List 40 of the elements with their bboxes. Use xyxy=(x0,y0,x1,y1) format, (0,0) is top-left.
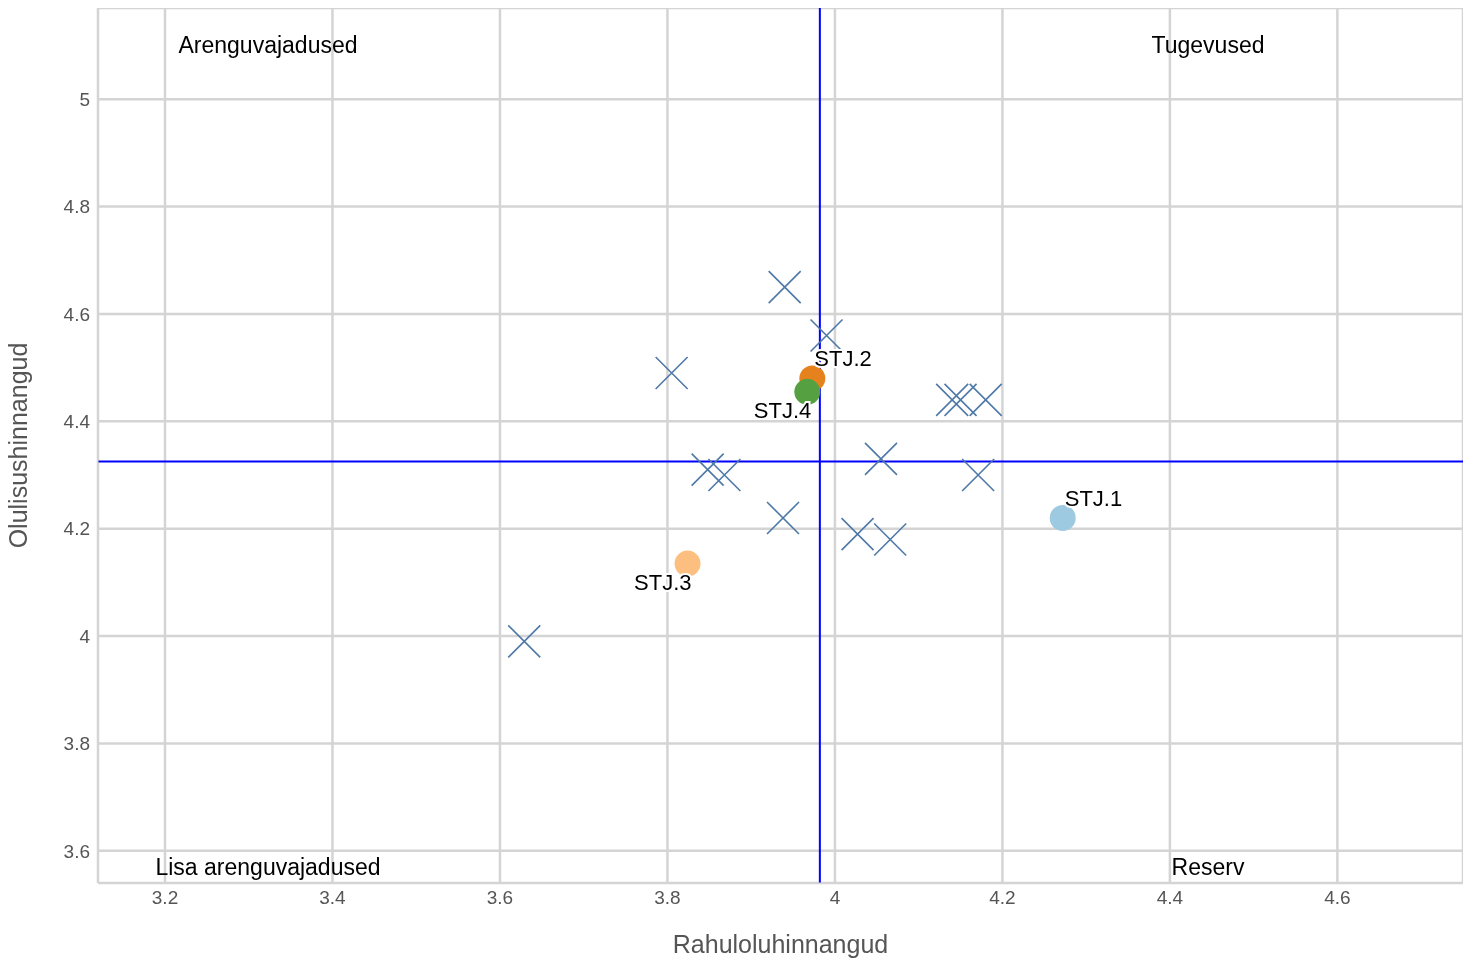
series-label: STJ.4 xyxy=(753,397,812,423)
point xyxy=(794,378,821,405)
series-label: STJ.1 xyxy=(1064,485,1123,511)
point xyxy=(767,270,802,304)
x-tick-label: 4.6 xyxy=(1324,887,1351,909)
x-tick-label: 3.6 xyxy=(486,887,514,909)
y-tick-label: 3.8 xyxy=(63,733,90,755)
series-label: STJ.3 xyxy=(634,569,692,595)
annotation: Arenguvajadused xyxy=(177,32,359,59)
y-tick-label: 4.8 xyxy=(63,196,90,218)
point xyxy=(943,383,978,417)
point xyxy=(864,442,898,476)
point xyxy=(840,517,875,551)
point xyxy=(690,452,725,487)
point xyxy=(961,458,995,492)
point xyxy=(507,624,542,659)
y-tick-label: 4.2 xyxy=(63,518,90,540)
annotation: Tugevused xyxy=(1150,32,1266,59)
x-tick-label: 4.2 xyxy=(989,887,1016,909)
annotation: Lisa arenguvajadused xyxy=(154,854,382,881)
point xyxy=(809,318,844,353)
point xyxy=(766,501,800,535)
point xyxy=(654,356,689,390)
x-tick-label: 4.4 xyxy=(1156,887,1184,909)
y-axis-title: Olulisushinnangud xyxy=(3,342,32,549)
annotation: Reserv xyxy=(1170,854,1246,881)
x-tick-label: 3.2 xyxy=(151,887,179,909)
x-tick-label: 3.4 xyxy=(319,887,347,909)
point xyxy=(674,550,701,577)
y-tick-label: 4 xyxy=(79,625,91,647)
x-axis-title: Rahuloluhinnangud xyxy=(672,930,889,958)
y-tick-label: 5 xyxy=(79,89,90,110)
point xyxy=(707,458,742,492)
point xyxy=(1049,504,1076,531)
y-tick-label: 4.6 xyxy=(63,303,90,325)
y-tick-label: 4.4 xyxy=(63,411,91,433)
y-tick-label: 3.6 xyxy=(63,840,90,862)
x-tick-label: 3.8 xyxy=(654,887,681,909)
x-tick-label: 4 xyxy=(829,887,841,909)
point xyxy=(873,522,907,557)
